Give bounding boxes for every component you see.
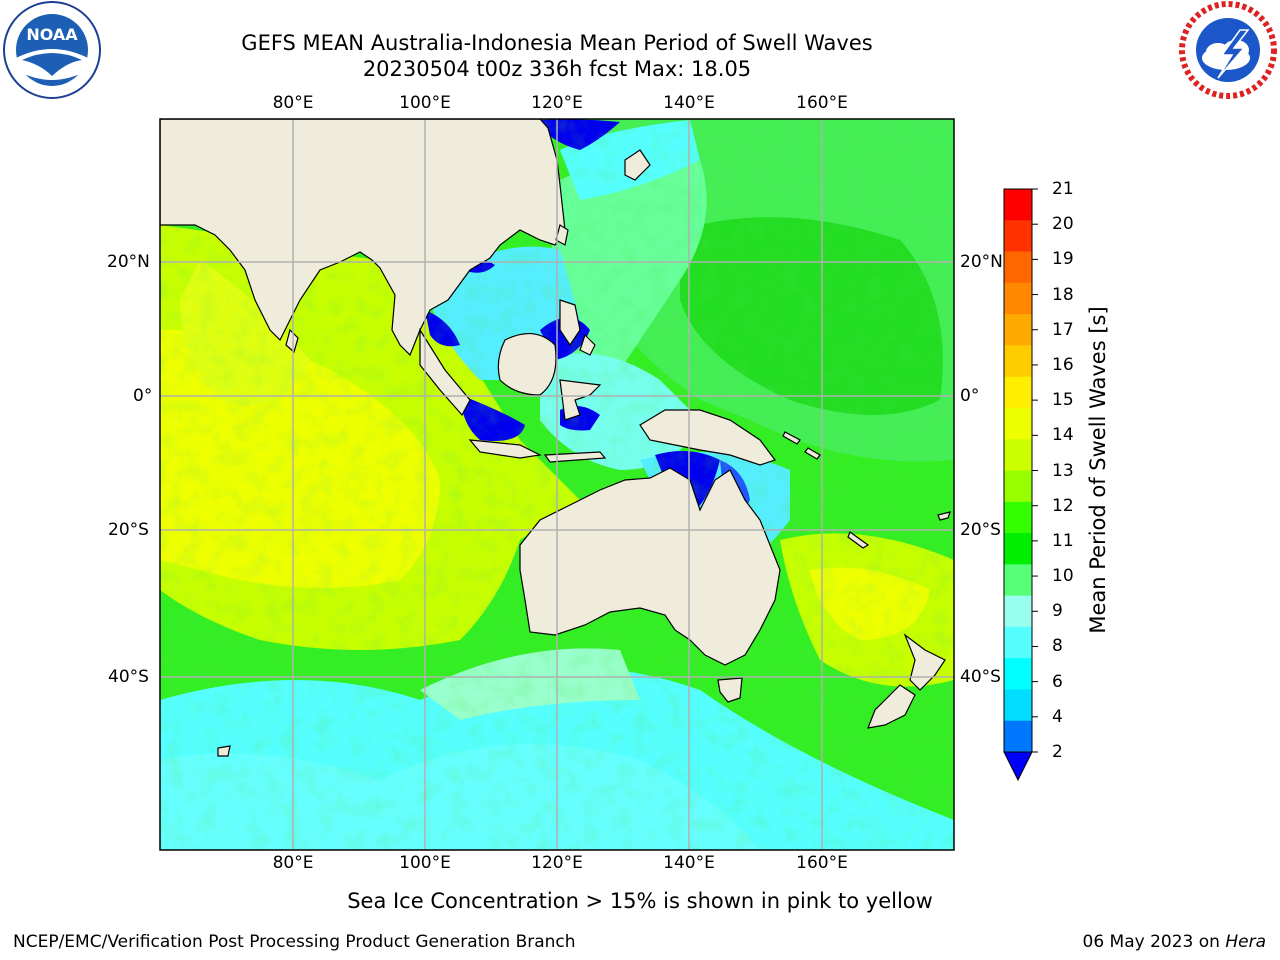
lon-tick-top-160e: 160°E — [796, 93, 848, 113]
chart-subtitle: 20230504 t00z 336h fcst Max: 18.05 — [362, 57, 752, 81]
colorbar-segment — [1004, 720, 1032, 753]
lat-tick-right-20s: 20°S — [960, 520, 1001, 540]
sea-ice-note: Sea Ice Concentration > 15% is shown in … — [347, 889, 933, 913]
colorbar-label: Mean Period of Swell Waves [s] — [1086, 306, 1110, 634]
colorbar-tick-label: 2 — [1052, 742, 1063, 762]
footer-host: Hera — [1225, 932, 1266, 952]
land-masses — [160, 119, 951, 757]
colorbar-tick-label: 12 — [1052, 495, 1074, 516]
lon-tick-top-140e: 140°E — [663, 93, 715, 113]
colorbar-segment — [1004, 282, 1032, 315]
footer-date-text: 06 May 2023 on — [1082, 932, 1226, 952]
footer-credit: NCEP/EMC/Verification Post Processing Pr… — [13, 932, 576, 952]
colorbar-segment — [1004, 595, 1032, 628]
colorbar-segment — [1004, 439, 1032, 471]
colorbar-tick-label: 19 — [1052, 249, 1074, 270]
lon-tick-top-120e: 120°E — [531, 93, 583, 113]
colorbar-tick-label: 13 — [1052, 460, 1074, 481]
lat-tick-left-40s: 40°S — [108, 667, 149, 687]
map-frame — [159, 118, 955, 851]
nws-logo-icon — [1179, 1, 1277, 99]
colorbar-tick-label: 20 — [1052, 214, 1074, 235]
colorbar-segment — [1004, 376, 1032, 409]
colorbar-tick-label: 4 — [1052, 706, 1063, 727]
colorbar-tick-label: 6 — [1052, 671, 1063, 692]
colorbar — [1003, 188, 1038, 782]
footer-date: 06 May 2023 on Hera — [1083, 932, 1267, 952]
colorbar-segment — [1004, 501, 1032, 534]
lon-tick-bottom-160e: 160°E — [796, 853, 848, 873]
colorbar-tick-label: 11 — [1052, 530, 1074, 551]
lon-tick-bottom-120e: 120°E — [531, 853, 583, 873]
noaa-logo-text: NOAA — [26, 25, 78, 44]
colorbar-segment — [1004, 251, 1032, 284]
lat-tick-left-20s: 20°S — [108, 520, 149, 540]
colorbar-tick-label: 10 — [1052, 566, 1074, 587]
colorbar-segment — [1004, 533, 1032, 565]
colorbar-segment — [1004, 345, 1032, 378]
colorbar-segment — [1004, 689, 1032, 722]
colorbar-tick-label: 16 — [1052, 354, 1074, 375]
map-gridlines — [160, 119, 954, 850]
colorbar-segment — [1004, 407, 1032, 440]
lat-tick-right-0: 0° — [960, 386, 980, 406]
colorbar-tick-label: 8 — [1052, 636, 1063, 657]
wave-period-field — [160, 119, 954, 850]
colorbar-segment — [1004, 314, 1032, 346]
lat-tick-left-20n: 20°N — [107, 252, 150, 272]
colorbar-tick-label: 21 — [1052, 179, 1074, 199]
colorbar-tick-label: 14 — [1052, 425, 1074, 446]
colorbar-segment — [1004, 189, 1032, 221]
lat-tick-right-40s: 40°S — [960, 667, 1001, 687]
colorbar-tick-label: 9 — [1052, 601, 1063, 622]
colorbar-tick-label: 17 — [1052, 319, 1074, 340]
lon-tick-top-100e: 100°E — [399, 93, 451, 113]
colorbar-segment — [1004, 626, 1032, 659]
colorbar-segment — [1004, 658, 1032, 690]
colorbar-tick-label: 18 — [1052, 284, 1074, 305]
chart-title: GEFS MEAN Australia-Indonesia Mean Perio… — [241, 31, 873, 55]
colorbar-tick-label: 15 — [1052, 390, 1074, 411]
colorbar-extend-triangle — [1003, 751, 1033, 782]
lat-tick-left-0: 0° — [133, 386, 153, 406]
lat-tick-right-20n: 20°N — [960, 252, 1003, 272]
lon-tick-bottom-100e: 100°E — [399, 853, 451, 873]
colorbar-segment — [1004, 564, 1032, 597]
colorbar-segment — [1004, 470, 1032, 503]
lon-tick-top-80e: 80°E — [272, 93, 314, 113]
lon-tick-bottom-140e: 140°E — [663, 853, 715, 873]
lon-tick-bottom-80e: 80°E — [272, 853, 314, 873]
colorbar-segment — [1004, 220, 1032, 253]
noaa-logo-icon: NOAA — [3, 1, 101, 99]
